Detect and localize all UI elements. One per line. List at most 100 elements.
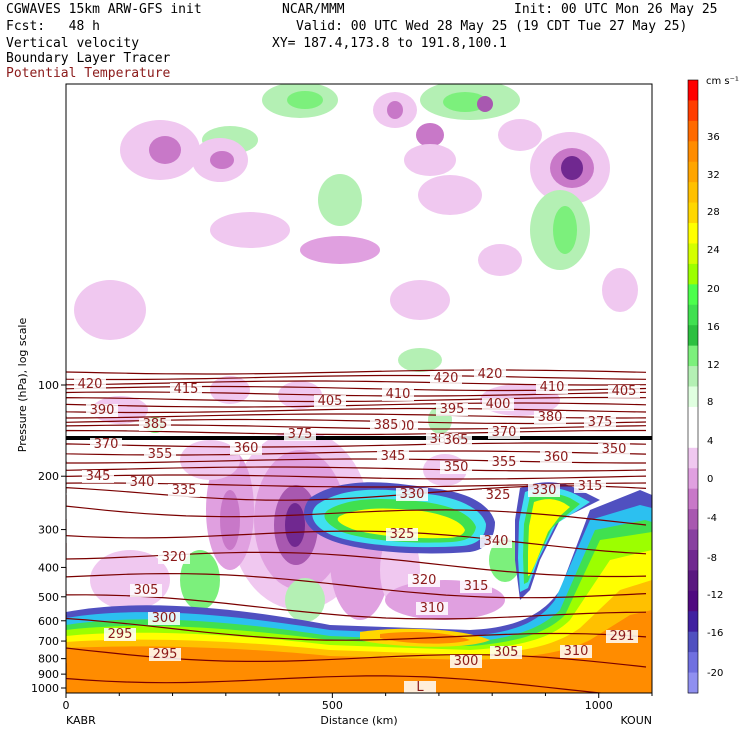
forecast-hour: Fcst: 48 h: [6, 19, 100, 34]
theta-label-bg: [377, 450, 409, 463]
theta-label: 300: [152, 611, 177, 626]
theta-label: 355: [492, 455, 517, 470]
colorbar-swatch: [688, 631, 698, 653]
colorbar-label: 16: [707, 322, 720, 333]
theta-label: 420: [78, 377, 103, 392]
theta-label: 405: [318, 394, 343, 409]
colorbar-label: -16: [707, 628, 723, 639]
theta-label-bg: [584, 416, 616, 429]
theta-label-bg: [170, 383, 202, 396]
colorbar-label: 24: [707, 245, 720, 256]
plot-area: 4204154104054204204104054003903853954003…: [66, 84, 652, 695]
colorbar-swatch: [688, 611, 698, 633]
colorbar-swatch: [688, 488, 698, 510]
colorbar-swatch: [688, 509, 698, 531]
colorbar-swatch: [688, 284, 698, 306]
colorbar-swatch: [688, 366, 698, 387]
theta-label: 385: [374, 418, 399, 433]
institution: NCAR/MMM: [282, 2, 345, 17]
theta-label: 310: [420, 601, 445, 616]
colorbar-label: 0: [707, 474, 713, 485]
theta-label: 375: [588, 415, 613, 430]
theta-label: 315: [464, 579, 489, 594]
colorbar-label: 28: [707, 207, 720, 218]
colorbar-swatch: [688, 141, 698, 163]
colorbar-swatch: [688, 570, 698, 592]
theta-label: 360: [234, 441, 259, 456]
theta-label: 355: [148, 447, 173, 462]
theta-label-bg: [436, 403, 468, 416]
theta-label-bg: [608, 385, 640, 398]
theta-label: 400: [486, 397, 511, 412]
y-tick-label: 500: [38, 591, 59, 604]
theta-label: 340: [130, 475, 155, 490]
theta-label: 315: [578, 479, 603, 494]
field-potential-temperature: Potential Temperature: [6, 66, 171, 81]
colorbar-swatch: [688, 345, 698, 367]
x-tick-label: 1000: [585, 699, 613, 712]
theta-label-bg: [168, 484, 200, 497]
y-tick-label: 900: [38, 668, 59, 681]
theta-label-bg: [440, 461, 472, 474]
theta-label-bg: [386, 528, 418, 541]
theta-isoline: [66, 615, 647, 641]
theta-label-bg: [284, 428, 316, 441]
theta-label-bg: [430, 372, 462, 385]
theta-label: 291: [610, 629, 635, 644]
y-tick-label: 200: [38, 470, 59, 483]
colorbar-swatch: [688, 100, 698, 122]
theta-label: 345: [86, 469, 111, 484]
theta-label-bg: [416, 602, 448, 615]
theta-label-bg: [148, 612, 180, 625]
colorbar-label: 8: [707, 397, 713, 408]
theta-label: 320: [162, 550, 187, 565]
theta-label: 380: [538, 410, 563, 425]
theta-isoline: [66, 374, 647, 381]
theta-label: 295: [153, 647, 178, 662]
colorbar-swatch: [688, 672, 698, 694]
colorbar-swatch: [688, 325, 698, 347]
theta-label: 365: [444, 433, 469, 448]
theta-isoline: [66, 466, 647, 472]
theta-label: 420: [478, 367, 503, 382]
x-tick-label: 500: [322, 699, 343, 712]
x-axis-label: Distance (km): [320, 714, 397, 727]
colorbar-unit: cm s⁻¹: [706, 76, 739, 87]
theta-isoline: [66, 519, 647, 555]
theta-label: 390: [90, 403, 115, 418]
theta-label-bg: [158, 551, 190, 564]
colorbar-swatch: [688, 243, 698, 265]
colorbar-label: -8: [707, 553, 717, 564]
y-tick-label: 100: [38, 379, 59, 392]
cross-section-coords: XY= 187.4,173.8 to 191.8,100.1: [272, 36, 507, 51]
theta-label-bg: [540, 451, 572, 464]
y-tick-label: 400: [38, 561, 59, 574]
theta-label-bg: [482, 489, 514, 502]
theta-isoline: [66, 567, 647, 599]
y-tick-label: 700: [38, 635, 59, 648]
theta-label: 410: [386, 387, 411, 402]
theta-labels: 4204154104054204204104054003903853954003…: [74, 367, 640, 695]
theta-label: 320: [412, 573, 437, 588]
field-vertical-velocity: Vertical velocity: [6, 36, 140, 51]
theta-label-bg: [104, 628, 136, 641]
model-title: CGWAVES 15km ARW-GFS init: [6, 2, 202, 17]
x-axis: 0 500 1000: [63, 693, 653, 712]
theta-label: 325: [486, 488, 511, 503]
colorbar-swatch: [688, 468, 698, 490]
theta-label: 375: [288, 427, 313, 442]
colorbar-swatch: [688, 120, 698, 142]
colorbar-swatch: [688, 447, 698, 469]
theta-label-bg: [130, 584, 162, 597]
colorbar-swatch: [688, 182, 698, 204]
theta-label: 330: [400, 487, 425, 502]
colorbar-swatch: [688, 406, 698, 428]
y-tick-label: 1000: [31, 682, 59, 695]
init-time: Init: 00 UTC Mon 26 May 25: [514, 2, 718, 17]
theta-label: L: [416, 680, 424, 695]
theta-isoline: [66, 543, 647, 578]
theta-isoline: [66, 369, 647, 375]
colorbar-label: 36: [707, 132, 720, 143]
theta-label-bg: [82, 470, 114, 483]
